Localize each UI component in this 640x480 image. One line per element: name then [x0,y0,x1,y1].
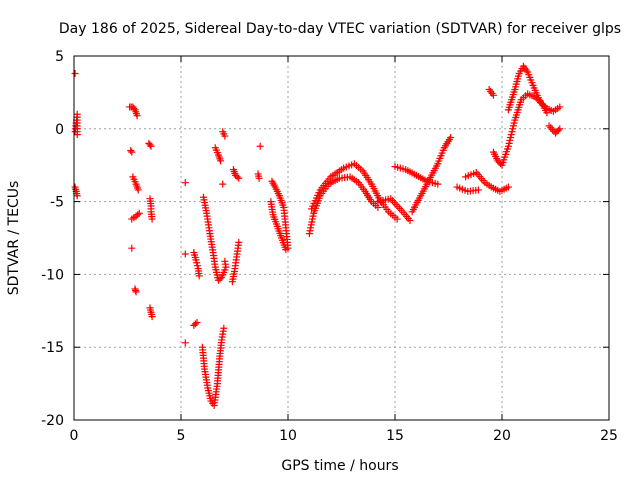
data-point [195,272,203,280]
data-point [216,275,224,283]
chart-title: Day 186 of 2025, Sidereal Day-to-day VTE… [59,21,621,37]
data-point [219,180,227,188]
data-point [181,250,189,258]
data-point [545,122,553,130]
y-tick-label: -15 [41,340,64,356]
x-axis-label: GPS time / hours [281,458,398,474]
data-points [71,62,564,409]
y-tick-label: -5 [50,195,64,211]
data-point [71,69,79,77]
data-point [193,318,201,326]
data-point [191,320,199,328]
data-point [235,174,243,182]
data-point [128,244,136,252]
y-axis-label: SDTVAR / TECUs [6,181,22,296]
data-point [181,339,189,347]
data-point [133,112,141,120]
x-tick-label: 0 [70,428,79,444]
data-point [556,125,564,133]
data-point [135,209,143,217]
data-point [73,192,81,200]
data-point [128,148,136,156]
data-point [147,142,155,150]
data-point [447,134,455,142]
data-point [217,157,225,165]
data-point [127,147,135,155]
axis-ticks: 0 5 10 15 20 25 -20 -15 -10 -5 0 5 [41,49,618,444]
grid-lines [74,56,609,420]
data-point [547,124,555,132]
y-tick-label: -10 [41,267,64,283]
data-point [556,103,564,111]
data-point [554,126,562,134]
data-point [134,211,142,219]
data-point [146,141,154,149]
x-tick-label: 5 [177,428,186,444]
data-point [406,217,414,225]
data-point [393,215,401,223]
data-point [504,183,512,191]
data-point [255,174,263,182]
data-point [132,288,140,296]
data-point [148,313,156,321]
data-point [489,91,497,99]
data-point [284,244,292,252]
y-tick-label: 0 [55,122,64,138]
data-point [434,180,442,188]
data-point [474,186,482,194]
x-tick-label: 15 [386,428,404,444]
x-tick-label: 20 [493,428,511,444]
plot-frame [73,55,610,421]
y-tick-label: 5 [55,49,64,65]
data-point [220,324,228,332]
data-point [256,142,264,150]
data-point [233,173,241,181]
data-point [235,238,243,246]
data-point [221,132,229,140]
data-point [134,186,142,194]
y-tick-label: -20 [41,413,64,429]
data-point [148,215,156,223]
x-tick-label: 25 [600,428,618,444]
data-point [181,179,189,187]
data-point [73,131,81,139]
x-tick-label: 10 [279,428,297,444]
data-point [222,263,230,271]
